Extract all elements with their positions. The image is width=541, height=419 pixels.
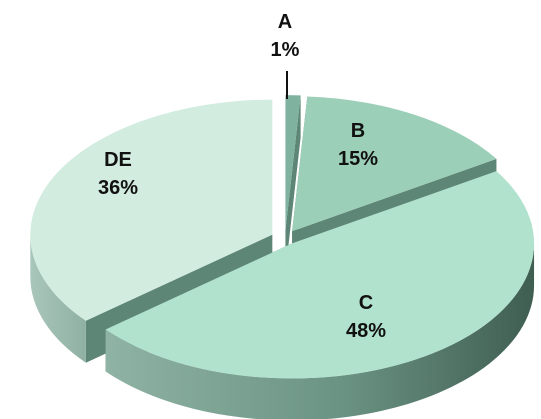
pie-slice-c-top [105,171,535,379]
pie-slice-a-top [285,95,301,231]
slices-layer [30,95,535,419]
pie-slice-a [285,95,301,273]
slice-value-a: 1% [271,39,300,61]
pie-slice-c-side [105,243,535,419]
pie-slice-de-top [30,99,273,321]
pie-slice-a-cut-face [285,95,301,273]
slice-value-c: 48% [346,320,386,342]
pie-slice-de-side [30,234,86,363]
pie-slice-b-top [292,96,497,232]
slice-value-de: 36% [98,177,138,199]
slice-value-b: 15% [338,148,378,170]
slice-label-b: B [351,120,365,142]
slice-label-de: DE [104,149,132,171]
pie-slice-c [105,171,535,419]
slice-label-a: A [278,11,292,33]
slice-label-c: C [359,292,373,314]
labels-layer: A 1% B 15% C 48% DE 36% [98,11,386,342]
